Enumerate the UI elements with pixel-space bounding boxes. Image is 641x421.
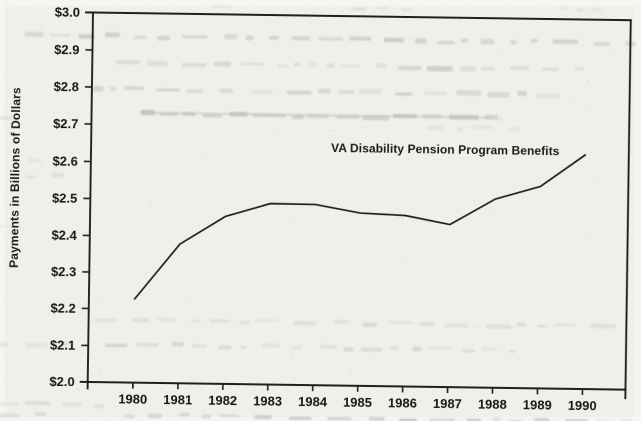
- svg-text:1983: 1983: [253, 394, 282, 409]
- svg-text:$2.0: $2.0: [49, 374, 75, 389]
- svg-text:VA Disability Pension Program: VA Disability Pension Program Benefits: [331, 141, 560, 158]
- svg-text:$2.4: $2.4: [51, 228, 77, 243]
- svg-text:$2.3: $2.3: [51, 264, 77, 279]
- svg-text:$2.2: $2.2: [50, 301, 76, 316]
- svg-text:1980: 1980: [118, 392, 147, 407]
- svg-text:1987: 1987: [433, 396, 462, 411]
- svg-text:1989: 1989: [523, 397, 552, 412]
- svg-text:$2.6: $2.6: [52, 154, 78, 169]
- svg-text:$2.7: $2.7: [53, 116, 79, 131]
- svg-text:1988: 1988: [478, 397, 507, 412]
- svg-text:$3.0: $3.0: [55, 5, 81, 20]
- svg-text:1982: 1982: [208, 393, 237, 408]
- svg-text:$2.8: $2.8: [54, 79, 80, 94]
- svg-text:1986: 1986: [388, 395, 417, 410]
- svg-text:1985: 1985: [343, 395, 372, 410]
- svg-text:1990: 1990: [568, 398, 597, 413]
- svg-text:$2.5: $2.5: [52, 191, 78, 206]
- svg-text:$2.1: $2.1: [50, 338, 76, 353]
- svg-text:$2.9: $2.9: [54, 42, 80, 57]
- svg-text:Payments in Billions of Dollar: Payments in Billions of Dollars: [7, 87, 24, 268]
- svg-text:1981: 1981: [163, 392, 192, 407]
- svg-text:1984: 1984: [298, 394, 328, 409]
